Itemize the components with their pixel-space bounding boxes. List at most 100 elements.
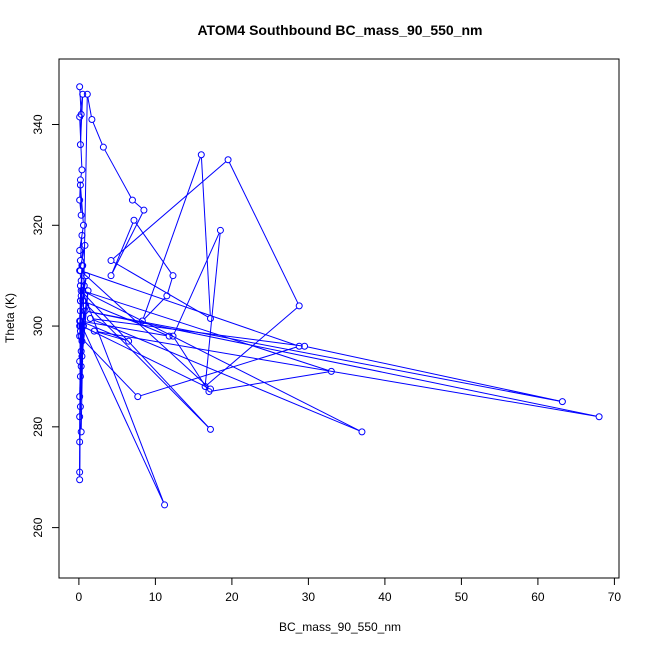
- y-axis-label: Theta (K): [3, 293, 17, 343]
- data-point: [134, 393, 142, 401]
- data-point: [128, 196, 136, 204]
- data-point: [76, 267, 84, 275]
- x-axis: 0 10 20 30 40 50 60 70: [76, 578, 622, 604]
- data-point: [206, 425, 214, 433]
- series-segment: [80, 187, 84, 223]
- series-segment: [80, 172, 82, 178]
- x-tick-label: 70: [608, 590, 622, 604]
- y-tick-label: 320: [31, 215, 45, 235]
- plot-frame: [58, 58, 620, 579]
- data-point: [77, 287, 85, 295]
- series-segment: [82, 272, 209, 388]
- data-point: [76, 322, 84, 330]
- series-segment: [79, 182, 81, 198]
- series-segment: [83, 321, 167, 337]
- y-tick-label: 300: [31, 316, 45, 336]
- data-point: [558, 398, 566, 406]
- data-point: [76, 176, 84, 184]
- series-segment: [134, 201, 142, 209]
- data-point: [77, 428, 85, 436]
- data-point: [78, 262, 86, 270]
- data-point: [77, 292, 85, 300]
- data-point: [81, 307, 89, 315]
- series-segment: [135, 222, 172, 274]
- data-point: [76, 372, 84, 380]
- x-tick-label: 0: [76, 590, 83, 604]
- series-segment: [173, 232, 220, 334]
- series-segment: [111, 222, 134, 274]
- series-segment: [81, 337, 137, 395]
- data-point: [76, 403, 84, 411]
- data-point: [76, 196, 84, 204]
- series-segment: [87, 97, 92, 117]
- data-point: [77, 277, 85, 285]
- y-tick-label: 340: [31, 114, 45, 134]
- x-tick-label: 50: [455, 590, 469, 604]
- x-tick-label: 10: [149, 590, 163, 604]
- data-point: [327, 367, 335, 375]
- series-segment: [82, 328, 164, 503]
- series-layer: [79, 89, 597, 503]
- data-point: [82, 302, 90, 310]
- data-point: [83, 272, 91, 280]
- data-point: [76, 413, 84, 421]
- data-point: [107, 257, 115, 265]
- series-segment: [97, 331, 597, 417]
- x-tick-label: 30: [302, 590, 316, 604]
- x-axis-label: BC_mass_90_550_nm: [279, 620, 401, 634]
- data-point: [206, 385, 214, 393]
- series-segment: [167, 278, 173, 294]
- data-point: [78, 231, 86, 239]
- series-segment: [81, 288, 164, 503]
- series-segment: [84, 326, 209, 389]
- y-tick-label: 260: [31, 517, 45, 537]
- data-point: [125, 337, 133, 345]
- x-tick-label: 20: [225, 590, 239, 604]
- data-point: [140, 206, 148, 214]
- series-segment: [84, 302, 209, 428]
- data-point: [81, 241, 89, 249]
- data-point: [595, 413, 603, 421]
- series-segment: [111, 212, 144, 274]
- data-point: [76, 332, 84, 340]
- data-point: [76, 317, 84, 325]
- series-segment: [204, 233, 221, 384]
- data-point: [84, 287, 92, 295]
- series-segment: [79, 273, 82, 278]
- data-point: [99, 143, 107, 151]
- x-tick-label: 60: [531, 590, 545, 604]
- y-tick-label: 280: [31, 417, 45, 437]
- y-axis: 260 280 300 320 340: [31, 114, 59, 538]
- data-point: [76, 468, 84, 476]
- series-segment: [87, 311, 560, 402]
- series-segment: [112, 161, 227, 259]
- data-point: [295, 342, 303, 350]
- data-point: [76, 438, 84, 446]
- data-point: [76, 83, 84, 91]
- x-tick-label: 40: [378, 590, 392, 604]
- data-point: [76, 181, 84, 189]
- chart-title: ATOM4 Southbound BC_mass_90_550_nm: [197, 22, 482, 38]
- series-segment: [211, 371, 329, 392]
- data-point: [169, 332, 177, 340]
- series-segment: [113, 261, 209, 318]
- data-point: [130, 216, 138, 224]
- series-segment: [85, 291, 329, 371]
- data-point: [138, 317, 146, 325]
- data-point: [79, 90, 87, 98]
- data-point: [76, 476, 84, 484]
- data-point: [76, 282, 84, 290]
- data-point: [76, 297, 84, 305]
- data-point: [86, 315, 94, 322]
- series-segment: [140, 346, 297, 397]
- series-segment: [82, 292, 209, 428]
- series-segment: [83, 271, 297, 346]
- series-segment: [228, 162, 299, 304]
- series-segment: [85, 291, 360, 431]
- data-point: [107, 272, 115, 280]
- series-segment: [200, 157, 211, 316]
- data-point: [76, 246, 84, 254]
- series-segment: [104, 149, 132, 198]
- data-point: [78, 352, 86, 360]
